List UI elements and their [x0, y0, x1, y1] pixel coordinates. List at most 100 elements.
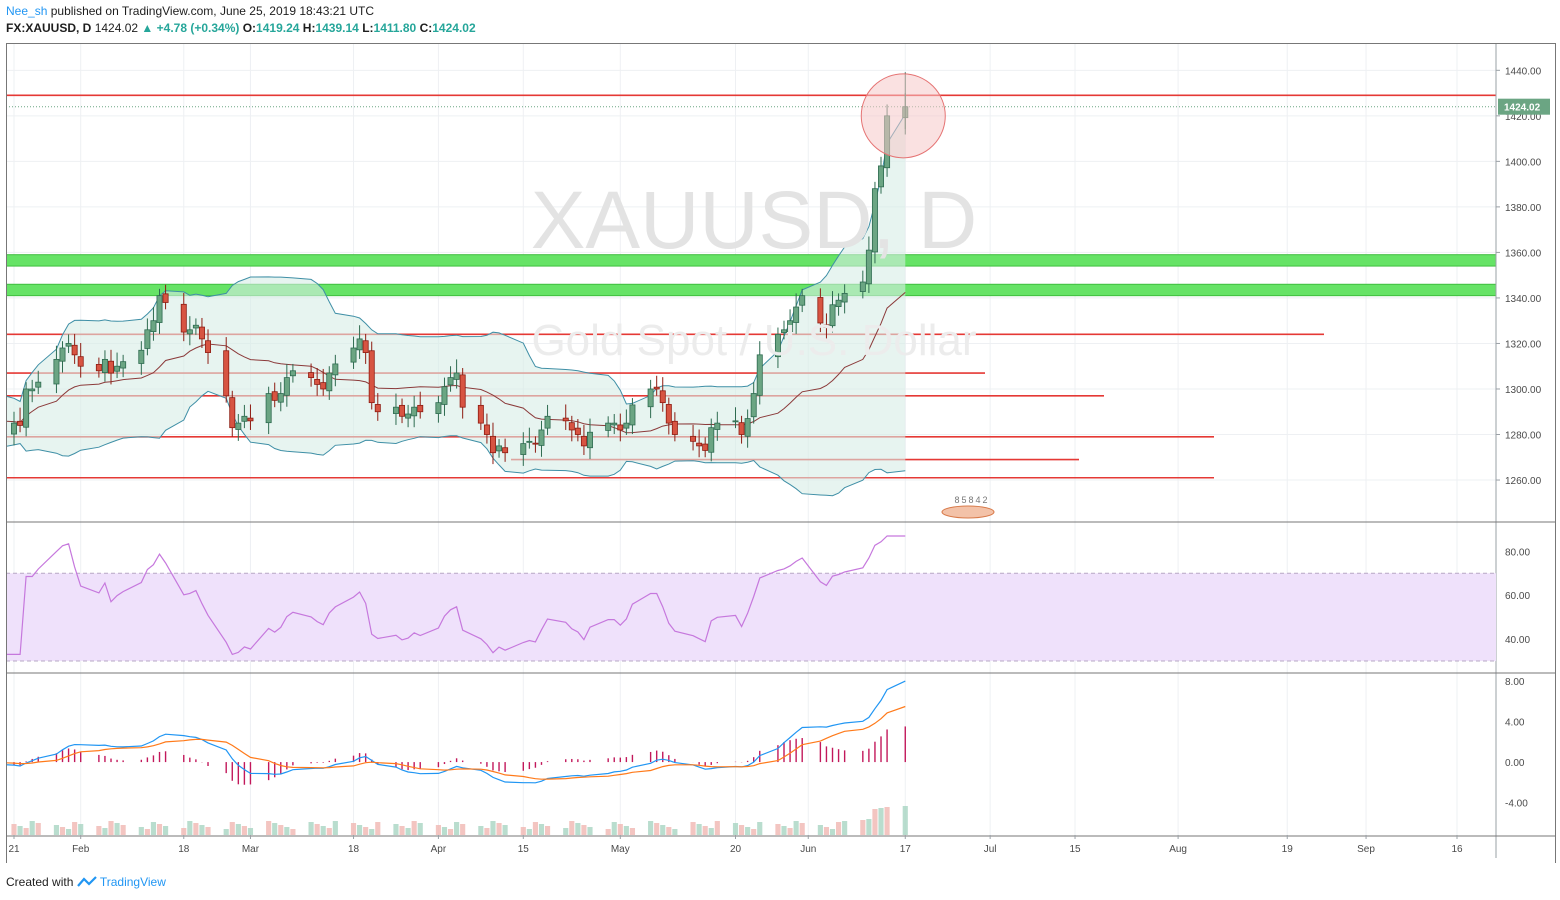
volume-bar: [502, 825, 508, 835]
candle-body: [247, 417, 254, 422]
chart-canvas[interactable]: XAUUSD, D Gold Spot / U.S. Dollar 85842 126…: [6, 43, 1556, 863]
volume-bar: [278, 825, 284, 835]
time-axis-label: Jul: [984, 844, 997, 855]
volume-bar: [405, 828, 411, 835]
candle-body: [738, 422, 745, 435]
price-axis-label: 1420.00: [1505, 112, 1542, 123]
candle-body: [617, 424, 624, 431]
volume-bar: [617, 824, 623, 835]
author-link[interactable]: Nee_sh: [6, 4, 48, 18]
volume-bar: [666, 827, 672, 835]
candle-body: [562, 417, 569, 422]
candle-body: [781, 329, 787, 333]
candle-body: [229, 397, 236, 429]
volume-bar: [842, 821, 848, 835]
candle-body: [859, 281, 866, 292]
volume-bar: [654, 823, 660, 835]
candle-body: [799, 295, 806, 306]
volume-bar: [544, 826, 551, 835]
candle-body: [417, 404, 424, 413]
candle-body: [138, 349, 145, 364]
chart-area[interactable]: XAUUSD, D Gold Spot / U.S. Dollar 85842 126…: [6, 43, 1556, 863]
macd-axis-label: 8.00: [1505, 677, 1525, 688]
volume-bar: [520, 827, 526, 835]
volume-bar: [272, 823, 278, 835]
volume-bar: [902, 806, 908, 835]
volume-bar: [187, 821, 193, 835]
candle-body: [162, 293, 169, 303]
candle-body: [271, 391, 278, 401]
volume-bar: [308, 822, 314, 835]
candle-body: [350, 347, 357, 363]
candle-body: [59, 347, 66, 362]
candle-body: [774, 333, 781, 358]
candle-body: [708, 427, 715, 453]
candle-body: [435, 402, 442, 414]
candle-body: [671, 420, 678, 435]
volume-bar: [120, 825, 126, 835]
candle-body: [192, 324, 199, 329]
time-axis-label: Mar: [242, 844, 260, 855]
candle-body: [647, 388, 654, 408]
volume-bar: [454, 822, 460, 835]
last-price: 1424.02: [94, 21, 139, 35]
candle-body: [326, 372, 333, 392]
volume-bar: [96, 826, 102, 835]
candle-body: [732, 420, 739, 423]
volume-bar: [223, 829, 229, 835]
rsi-band: [6, 573, 1496, 662]
candle-body: [95, 363, 102, 372]
candle-body: [459, 374, 466, 408]
volume-bar: [102, 828, 108, 835]
volume-bar: [11, 824, 17, 835]
volume-bar: [532, 822, 538, 835]
candle-body: [156, 295, 163, 323]
candle-body: [198, 326, 205, 340]
volume-bar: [611, 822, 617, 835]
volume-bar: [672, 829, 678, 835]
volume-bar: [375, 822, 381, 835]
candle-body: [756, 354, 763, 396]
price-axis-label: 1440.00: [1505, 66, 1542, 77]
time-axis-label: 15: [1069, 844, 1081, 855]
candle-body: [150, 320, 157, 333]
volume-bar: [138, 827, 144, 835]
volume-bar: [114, 823, 120, 835]
volume-bar: [751, 829, 757, 835]
candle-body: [502, 447, 509, 454]
volume-bar: [484, 828, 490, 835]
time-axis-label: 21: [8, 844, 20, 855]
price-axis-label: 1320.00: [1505, 339, 1542, 350]
candle-body: [362, 340, 369, 353]
candle-body: [623, 422, 630, 429]
volume-bar: [399, 826, 405, 835]
candle-body: [477, 404, 484, 424]
volume-bar: [72, 822, 78, 835]
volume-bar: [817, 825, 823, 835]
candle-body: [277, 393, 284, 403]
candle-body: [878, 165, 884, 188]
candle-body: [114, 365, 121, 372]
candle-body: [829, 304, 836, 327]
candle-body: [411, 406, 418, 417]
volume-bar: [241, 826, 247, 835]
time-axis-label: Sep: [1357, 844, 1375, 855]
candle-body: [568, 422, 575, 431]
volume-bar: [363, 827, 369, 835]
volume-bar: [745, 827, 751, 835]
volume-bar: [538, 824, 545, 835]
candle-body: [841, 292, 848, 303]
rsi-line: [6, 535, 906, 656]
tradingview-link[interactable]: TradingView: [99, 875, 166, 889]
volume-bar: [326, 828, 332, 835]
candle-body: [659, 390, 666, 404]
volume-bar: [829, 829, 836, 835]
volume-bar: [229, 822, 235, 835]
volume-bar: [59, 827, 66, 835]
highlight-circle: [860, 73, 946, 159]
candle-body: [53, 358, 60, 385]
volume-bar: [732, 823, 739, 835]
volume-bar: [78, 824, 84, 835]
candle-body: [223, 350, 230, 397]
volume-bar: [690, 822, 696, 835]
